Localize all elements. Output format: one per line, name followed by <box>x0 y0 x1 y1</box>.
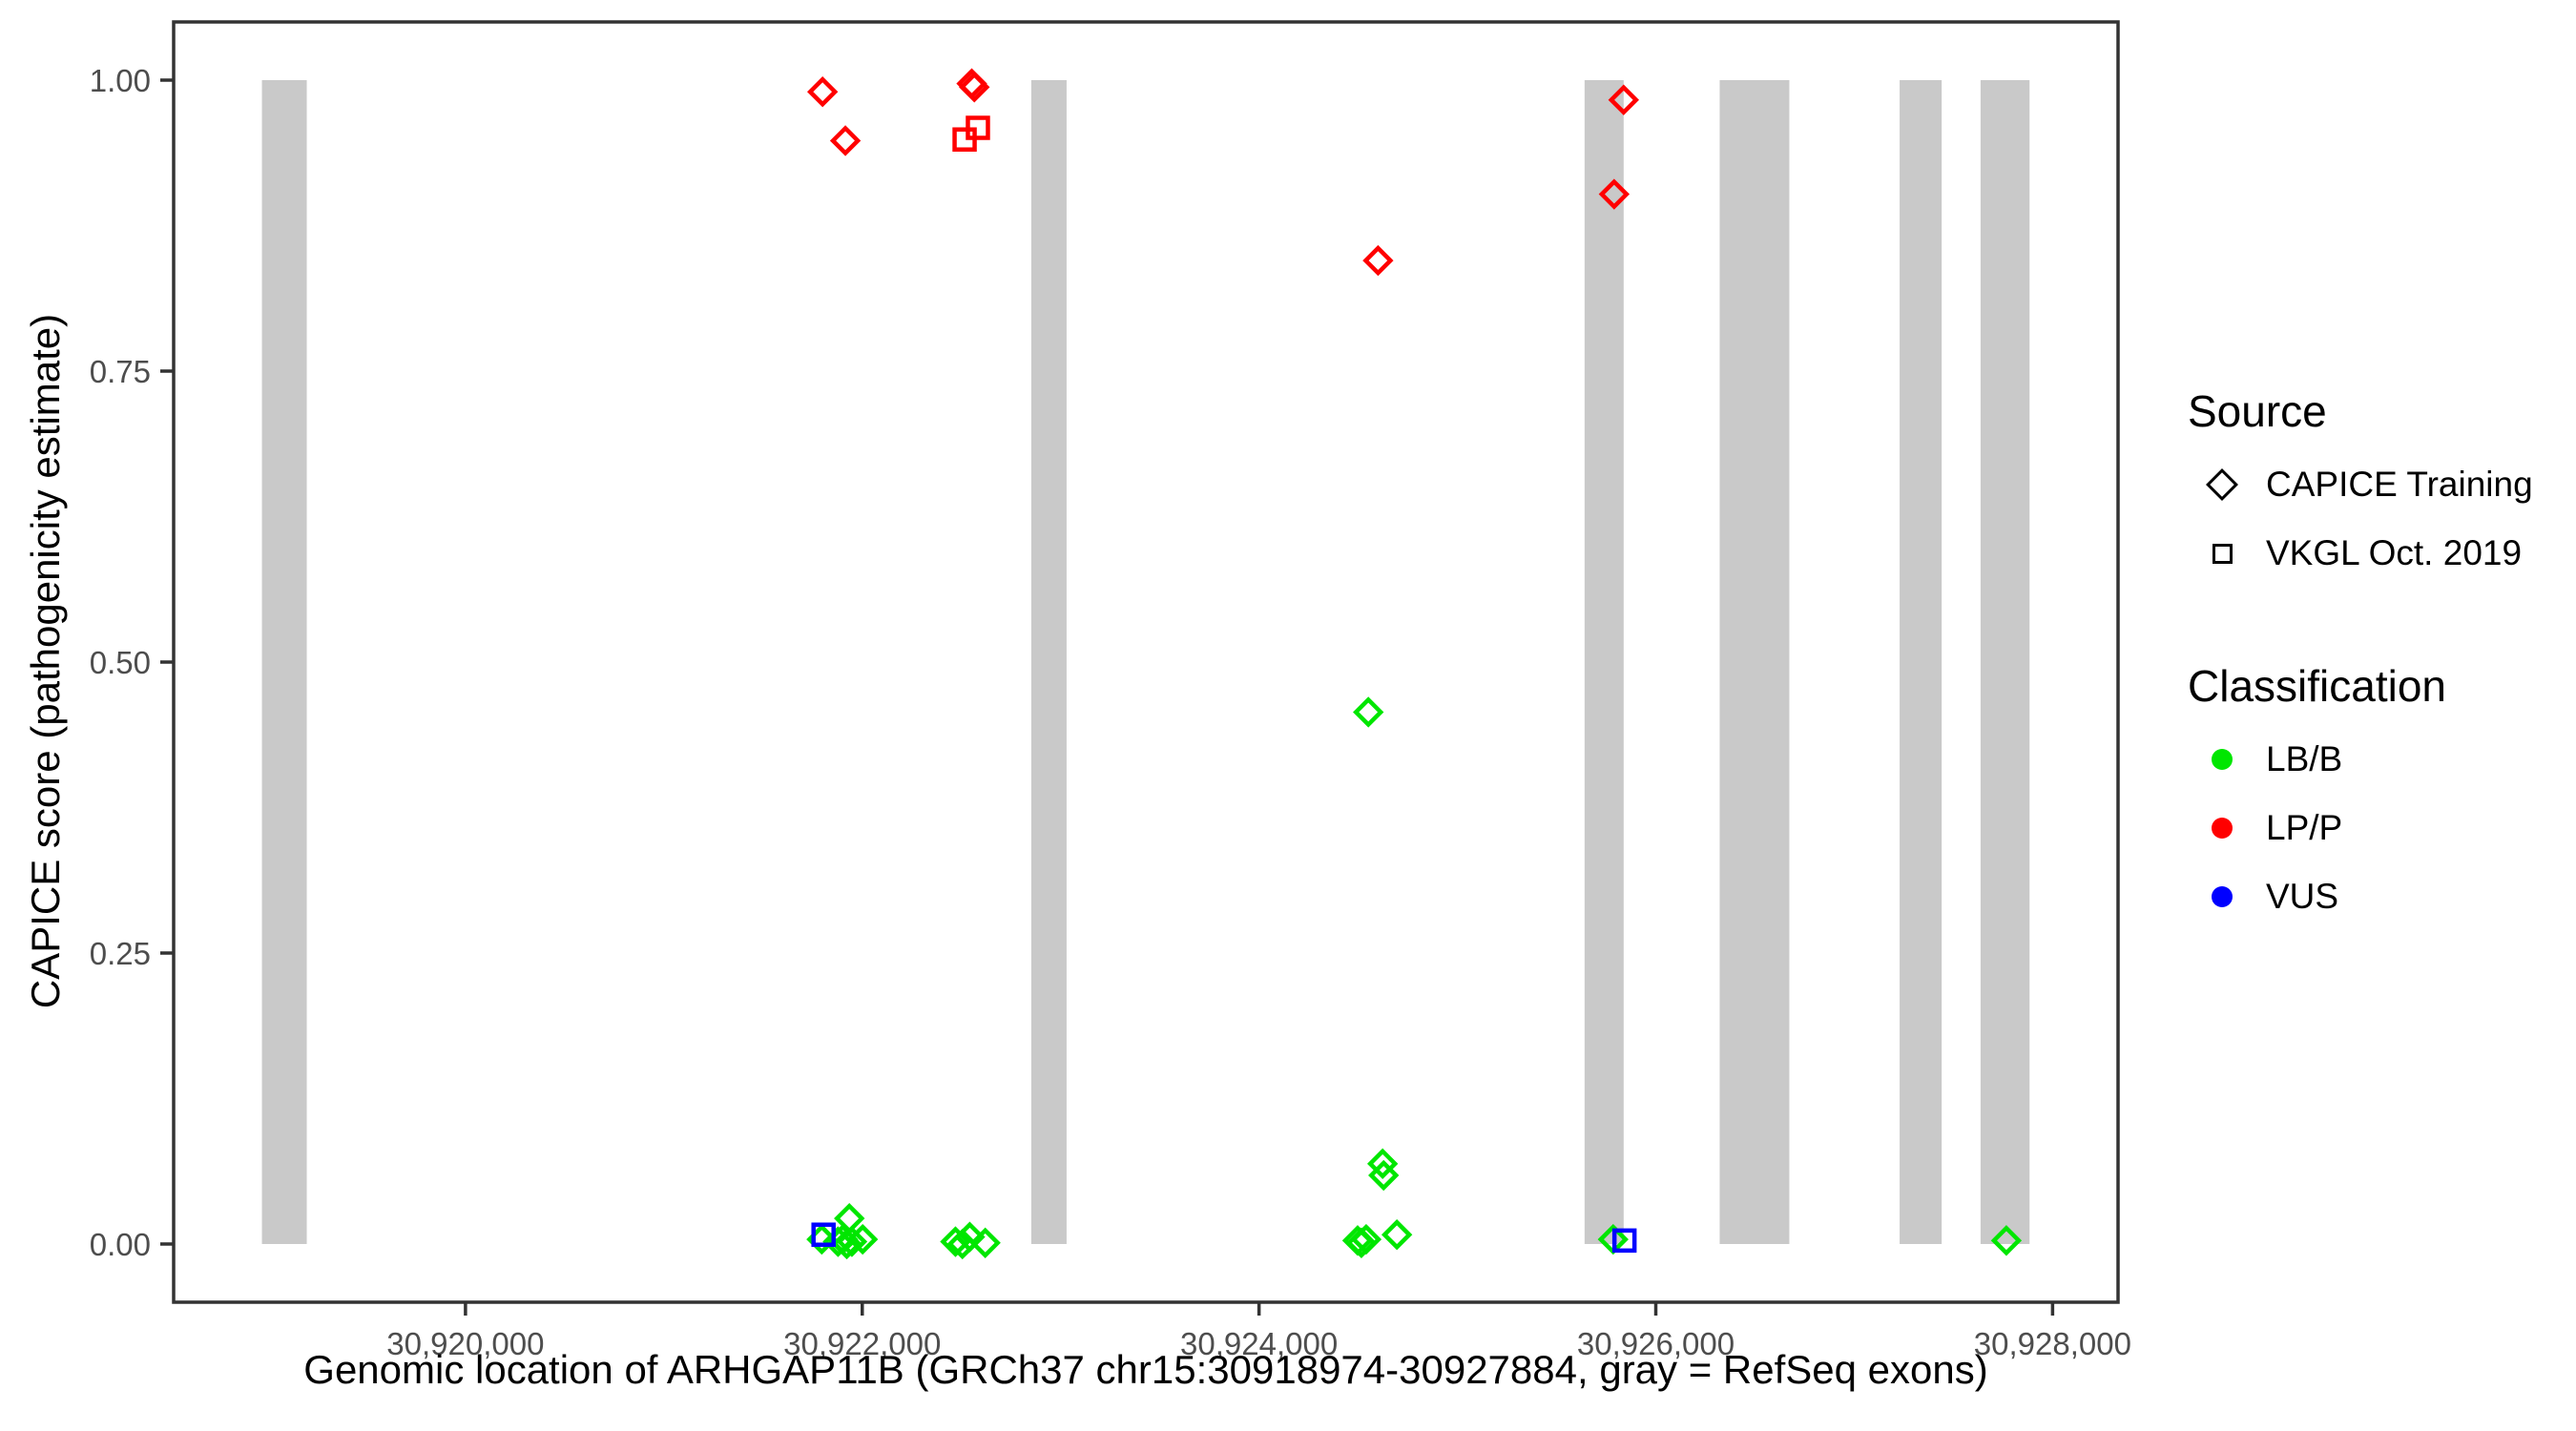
plot-panel-border <box>172 20 2120 1304</box>
panel-border-rect <box>172 20 2120 1304</box>
refseq-exon-bar <box>1980 80 2030 1244</box>
data-point-diamond <box>1990 1225 2023 1256</box>
legend-item-label: VKGL Oct. 2019 <box>2266 533 2523 572</box>
refseq-exon-bars <box>261 80 2030 1244</box>
refseq-exon-bar <box>261 80 307 1244</box>
refseq-exon-bar <box>1719 80 1790 1244</box>
data-point-diamond <box>806 76 839 108</box>
legend-item-vus: VUS <box>2188 862 2446 931</box>
legend-item-label: LP/P <box>2266 808 2343 847</box>
legend-item-vkgl: VKGL Oct. 2019 <box>2188 519 2533 588</box>
data-points <box>806 68 2023 1260</box>
data-point-diamond <box>1353 696 1384 728</box>
blue-dot-icon <box>2188 886 2256 907</box>
refseq-exon-bar <box>1584 80 1624 1244</box>
legend-item-label: LB/B <box>2266 739 2343 778</box>
x-tick-label: 30,922,000 <box>783 1326 941 1361</box>
green-dot-icon <box>2188 749 2256 770</box>
data-point-square <box>811 1222 836 1247</box>
data-point-diamond <box>1368 1159 1400 1192</box>
axis-tick-labels: 1.00 0.75 0.50 0.25 0.00 30,920,000 30,922,000… <box>90 63 2131 1361</box>
legend-item-lbb: LB/B <box>2188 725 2446 794</box>
x-tick-label: 30,924,000 <box>1180 1326 1338 1361</box>
refseq-exon-bar <box>1900 80 1942 1244</box>
refseq-exon-bar <box>1030 80 1067 1244</box>
x-axis-title: Genomic location of ARHGAP11B (GRCh37 ch… <box>303 1347 1988 1392</box>
axis-ticks <box>160 78 2055 1316</box>
legend-item-lpp: LP/P <box>2188 794 2446 862</box>
x-tick-label: 30,928,000 <box>1974 1326 2131 1361</box>
data-point-diamond <box>1598 178 1631 210</box>
square-key-icon <box>2188 543 2256 564</box>
legend-item-label: VUS <box>2266 877 2339 916</box>
data-point-diamond <box>940 1226 971 1257</box>
y-tick-label: 0.25 <box>90 936 151 971</box>
data-point-diamond <box>1608 84 1640 115</box>
data-point-diamond <box>836 1226 868 1257</box>
data-point-diamond <box>969 1227 1001 1258</box>
x-tick-label: 30,920,000 <box>386 1326 544 1361</box>
y-tick-label: 0.75 <box>90 354 151 389</box>
y-tick-label: 0.50 <box>90 645 151 680</box>
legend-classification: Classification LB/B LP/P VUS <box>2188 660 2446 931</box>
data-point-diamond <box>959 72 990 103</box>
legend-source: Source CAPICE Training VKGL Oct. 2019 <box>2188 385 2533 588</box>
y-tick-label: 0.00 <box>90 1227 151 1262</box>
data-point-diamond <box>1381 1219 1413 1251</box>
data-point-diamond <box>1366 1148 1399 1180</box>
data-point-diamond <box>846 1223 879 1255</box>
red-dot-icon <box>2188 818 2256 839</box>
legend-classification-title: Classification <box>2188 661 2446 711</box>
legend-item-label: CAPICE Training <box>2266 465 2533 504</box>
data-point-diamond <box>1350 1223 1382 1255</box>
y-axis-title: CAPICE score (pathogenicity estimate) <box>23 313 68 1009</box>
data-point-diamond <box>946 1228 978 1260</box>
legend-source-title: Source <box>2188 386 2327 436</box>
data-point-diamond <box>829 125 862 156</box>
data-point-diamond <box>954 1221 986 1253</box>
legend-item-capice-training: CAPICE Training <box>2188 450 2533 519</box>
data-point-diamond <box>1362 244 1394 277</box>
diamond-key-icon <box>2188 468 2256 501</box>
data-point-square <box>1611 1228 1637 1254</box>
y-tick-label: 1.00 <box>90 63 151 98</box>
data-point-square <box>952 127 977 152</box>
x-tick-label: 30,926,000 <box>1577 1326 1735 1361</box>
